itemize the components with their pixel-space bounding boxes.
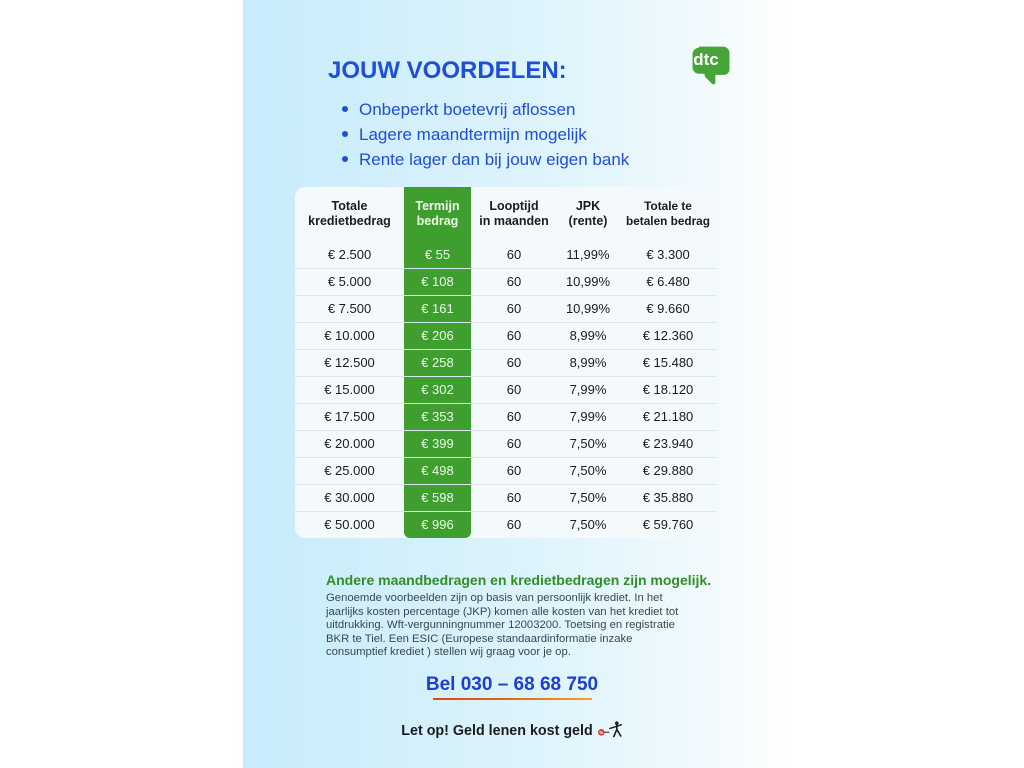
svg-text:%: % [599,730,603,735]
